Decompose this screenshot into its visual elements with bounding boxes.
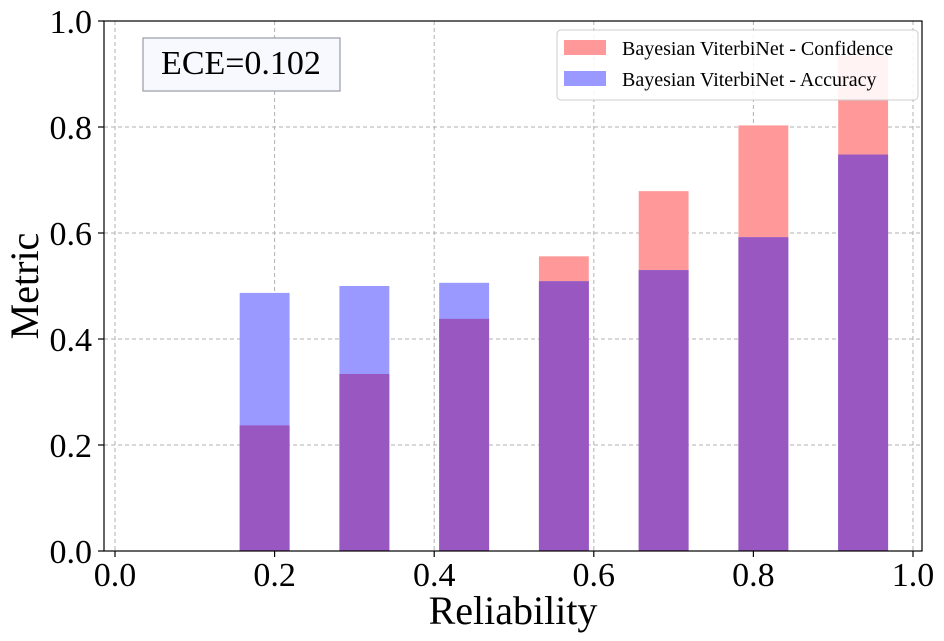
x-tick-label: 0.2 [253,557,296,594]
legend-swatch-confidence [564,40,606,55]
y-tick-label: 0.4 [50,322,93,359]
ticks-layer: 0.0 0.2 0.4 0.6 0.8 1.0 0.0 0.2 0.4 0.6 0.8 1.0 [50,4,935,594]
overlap-bar [838,154,889,551]
y-axis-title: Metric [2,233,47,340]
overlap-bar [738,237,789,552]
y-tick-label: 0.8 [50,110,93,147]
x-tick-label: 0.6 [573,557,616,594]
x-tick-label: 1.0 [892,557,935,594]
overlap-bar [439,318,490,551]
bars-layer [239,55,889,552]
legend-label-confidence: Bayesian ViterbiNet - Confidence [622,38,893,60]
frame-layer [103,20,923,552]
ece-annotation-text: ECE=0.102 [161,45,321,82]
x-axis-title: Reliability [429,588,598,633]
ece-annotation-box [142,37,341,92]
x-tick-label: 0.0 [94,557,137,594]
y-tick-label: 0.0 [50,534,93,571]
plot-frame [103,20,923,552]
overlap-bar [239,425,290,551]
x-tick-label: 0.4 [413,557,456,594]
y-tick-label: 1.0 [50,4,93,41]
legend-box [556,29,919,101]
legend-label-accuracy: Bayesian ViterbiNet - Accuracy [622,69,876,91]
y-tick-label: 0.6 [50,216,93,253]
overlap-bar [638,270,689,551]
overlap-bar [538,281,589,551]
x-tick-label: 0.8 [732,557,775,594]
legend-swatch-accuracy [564,71,606,86]
ece-annotation: ECE=0.102 [142,37,341,92]
y-tick-label: 0.2 [50,428,93,465]
legend: Bayesian ViterbiNet - Confidence Bayesia… [556,29,919,101]
overlap-bar [339,373,390,551]
